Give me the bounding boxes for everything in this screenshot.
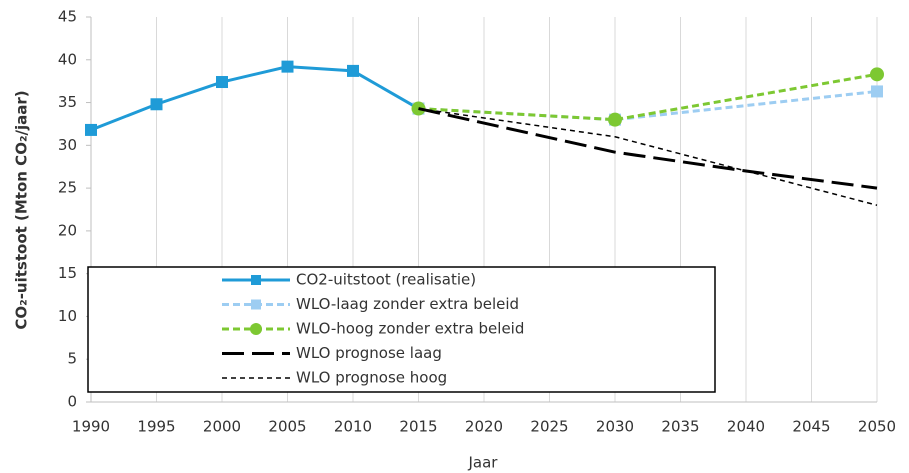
y-tick-label: 0	[67, 393, 77, 411]
y-tick-label: 35	[58, 93, 77, 111]
legend-box	[87, 266, 716, 393]
legend-label: WLO-laag zonder extra beleid	[296, 295, 519, 313]
marker	[251, 299, 261, 310]
x-tick-label: 2035	[661, 418, 699, 436]
x-tick-label: 2050	[858, 418, 896, 436]
y-tick-label: 45	[58, 8, 77, 26]
x-tick-label: 2015	[399, 418, 437, 436]
series-line	[418, 89, 878, 122]
x-tick-label: 1995	[137, 418, 175, 436]
y-tick-label: 20	[58, 221, 77, 239]
x-tick-label: 2040	[727, 418, 765, 436]
y-tick-label: 5	[67, 350, 77, 368]
marker	[216, 76, 228, 89]
marker	[85, 123, 97, 136]
legend-label: WLO prognose laag	[296, 344, 442, 362]
marker	[871, 85, 883, 98]
legend-label: CO2-uitstoot (realisatie)	[296, 271, 476, 289]
marker	[870, 67, 884, 82]
marker	[347, 64, 359, 77]
y-tick-label: 30	[58, 136, 77, 154]
x-tick-label: 2010	[334, 418, 372, 436]
y-tick-label: 15	[58, 264, 77, 282]
series-line	[418, 72, 878, 122]
marker	[608, 112, 622, 127]
y-tick-label: 40	[58, 50, 77, 68]
x-axis-label: Jaar	[468, 454, 499, 472]
marker	[150, 98, 163, 111]
y-axis-label: CO₂-uitstoot (Mton CO₂/jaar)	[13, 90, 31, 329]
x-tick-label: 2005	[268, 418, 306, 436]
marker	[281, 60, 294, 73]
y-tick-label: 10	[58, 307, 77, 325]
x-tick-label: 2025	[530, 418, 568, 436]
legend-label: WLO prognose hoog	[296, 369, 447, 387]
marker	[251, 275, 261, 285]
marker	[250, 323, 262, 335]
x-tick-label: 1990	[72, 418, 110, 436]
y-tick-label: 25	[58, 179, 77, 197]
legend-label: WLO-hoog zonder extra beleid	[296, 320, 524, 338]
series-line	[418, 107, 878, 190]
series-line	[418, 107, 878, 206]
series-line	[90, 65, 420, 132]
x-tick-label: 2020	[465, 418, 503, 436]
x-tick-label: 2045	[792, 418, 830, 436]
x-tick-label: 2000	[203, 418, 241, 436]
x-tick-label: 2030	[596, 418, 634, 436]
